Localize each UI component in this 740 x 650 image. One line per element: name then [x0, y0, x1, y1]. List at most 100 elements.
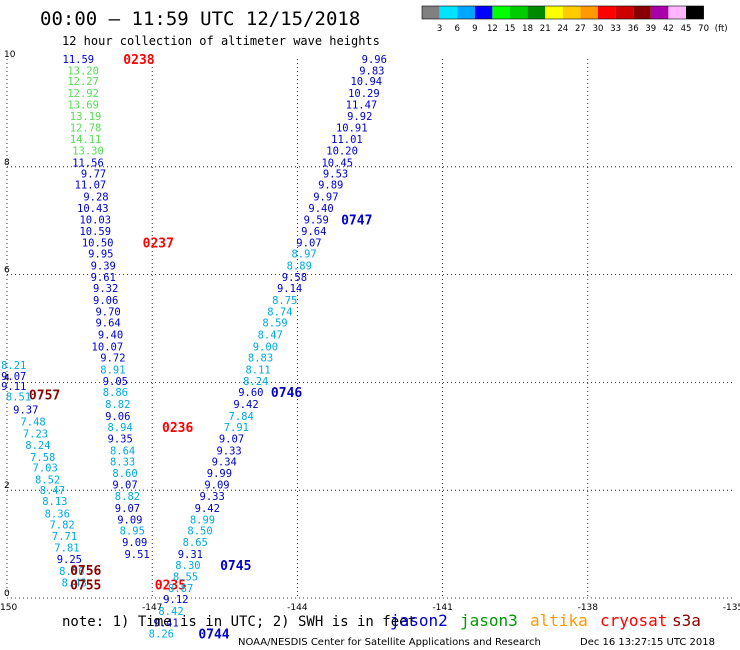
x-tick-label: -144 — [287, 603, 308, 613]
wave-height-value: 8.95 — [120, 526, 145, 538]
wave-height-value: 8.24 — [25, 440, 50, 452]
wave-height-value: 8.33 — [110, 457, 135, 469]
color-scale-label: 30 — [593, 24, 604, 34]
color-scale-label: 42 — [663, 24, 674, 34]
wave-height-value: 9.09 — [204, 479, 229, 491]
color-swatch — [686, 6, 704, 19]
wave-height-value: 7.81 — [54, 542, 79, 554]
wave-height-value: 8.97 — [291, 249, 316, 261]
wave-height-value: 9.40 — [98, 329, 123, 341]
wave-height-value: 9.42 — [195, 503, 220, 515]
wave-height-value: 8.94 — [108, 422, 133, 434]
wave-height-value: 9.12 — [163, 594, 188, 606]
wave-height-value: 9.33 — [200, 491, 225, 503]
wave-height-value: 9.39 — [91, 260, 116, 272]
wave-height-value: 9.05 — [103, 376, 128, 388]
wave-height-value: 8.99 — [190, 514, 215, 526]
wave-height-value: 10.29 — [348, 88, 380, 100]
wave-height-value: 9.07 — [296, 237, 321, 249]
wave-height-value: 8.43 — [62, 577, 87, 589]
color-scale-label: 21 — [540, 24, 551, 34]
wave-height-value: 12.78 — [70, 122, 102, 134]
wave-height-value: 12.92 — [67, 88, 99, 100]
wave-height-value: 9.09 — [122, 537, 147, 549]
wave-height-value: 9.25 — [57, 554, 82, 566]
color-swatch — [527, 6, 546, 19]
color-swatch — [439, 6, 458, 19]
wave-height-value: 9.14 — [277, 283, 302, 295]
wave-height-value: 9.95 — [88, 249, 113, 261]
wave-height-value: 8.56 — [59, 566, 84, 578]
wave-height-value: 9.00 — [253, 341, 278, 353]
wave-height-value: 9.41 — [154, 617, 179, 629]
satellite-pass-p3: 9.969.8310.9410.2911.479.9210.9111.0110.… — [149, 54, 387, 643]
wave-height-value: 10.07 — [92, 341, 124, 353]
wave-height-value: 8.83 — [248, 353, 273, 365]
wave-height-value: 9.61 — [91, 272, 116, 284]
wave-height-value: 9.06 — [93, 295, 118, 307]
color-scale-label: (ft) — [715, 24, 728, 34]
wave-height-value: 8.91 — [100, 364, 125, 376]
y-tick-label: 10 — [4, 50, 16, 60]
color-scale-label: 27 — [575, 24, 586, 34]
color-scale-label: 3 — [437, 24, 442, 34]
pass-time-label: 0744 — [198, 628, 229, 643]
satellite-legend: jason2 jason3 altika cryosat s3a — [390, 611, 701, 630]
satellite-name-altika: altika — [530, 611, 588, 630]
color-swatch — [492, 6, 510, 19]
wave-height-value: 10.45 — [321, 157, 353, 169]
color-scale-label: 12 — [487, 24, 498, 34]
wave-height-value: 8.65 — [183, 537, 208, 549]
color-swatch — [422, 6, 440, 19]
wave-height-value: 8.11 — [245, 364, 270, 376]
wave-height-value: 8.42 — [158, 606, 183, 618]
color-scale-label: 9 — [472, 24, 477, 34]
wave-height-value: 7.23 — [23, 429, 48, 441]
wave-height-value: 9.92 — [347, 111, 372, 123]
y-tick-label: 6 — [4, 266, 10, 276]
wave-height-value: 8.24 — [243, 376, 268, 388]
color-swatch — [668, 6, 686, 19]
wave-height-value: 11.07 — [75, 180, 107, 192]
pass-time-label: 0757 — [29, 388, 60, 403]
wave-height-value: 9.06 — [105, 411, 130, 423]
wave-height-value: 9.34 — [212, 457, 237, 469]
wave-height-value: 8.87 — [168, 583, 193, 595]
footnote: note: 1) Time is in UTC; 2) SWH is in fe… — [62, 614, 416, 630]
wave-height-value: 8.74 — [267, 306, 292, 318]
color-scale-label: 18 — [522, 24, 533, 34]
color-scale-label: 45 — [681, 24, 692, 34]
satellite-name-s3a: s3a — [672, 611, 701, 630]
wave-height-value: 13.20 — [67, 65, 99, 77]
wave-height-value: 8.82 — [115, 491, 140, 503]
wave-height-value: 8.50 — [187, 526, 212, 538]
credit-line: NOAA/NESDIS Center for Satellite Applica… — [238, 637, 541, 648]
y-tick-label: 8 — [4, 158, 10, 168]
wave-height-value: 9.64 — [301, 226, 326, 238]
wave-height-value: 8.55 — [173, 571, 198, 583]
wave-height-value: 8.30 — [175, 560, 200, 572]
color-scale-label: 15 — [505, 24, 516, 34]
wave-height-value: 9.07 — [1, 371, 26, 383]
pass-time-label: 0746 — [271, 386, 302, 401]
wave-height-value: 8.21 — [1, 360, 26, 372]
pass-time-label: 0236 — [162, 421, 193, 436]
satellite-pass-p1: 8.219.079.118.519.377.487.238.247.587.03… — [1, 360, 101, 593]
wave-height-value: 14.11 — [70, 134, 102, 146]
wave-height-value: 9.07 — [115, 503, 140, 515]
wave-height-value: 8.47 — [40, 485, 65, 497]
wave-height-value: 8.75 — [272, 295, 297, 307]
wave-height-value: 8.89 — [287, 260, 312, 272]
color-scale: 3 6 9 12 15 18 21 24 27 30 33 36 39 42 45 70 (ft) — [421, 5, 728, 34]
wave-height-value: 9.40 — [308, 203, 333, 215]
wave-height-value: 9.83 — [359, 65, 384, 77]
wave-height-value: 9.35 — [108, 433, 133, 445]
wave-height-value: 11.47 — [346, 99, 378, 111]
satellite-name-jason2: jason2 — [390, 611, 448, 630]
color-swatch — [650, 6, 669, 19]
x-tick-label: -135 — [723, 603, 740, 613]
wave-height-value: 9.60 — [238, 387, 263, 399]
wave-height-value: 8.51 — [6, 391, 31, 403]
wave-height-value: 11.01 — [331, 134, 363, 146]
wave-height-value: 10.43 — [77, 203, 109, 215]
